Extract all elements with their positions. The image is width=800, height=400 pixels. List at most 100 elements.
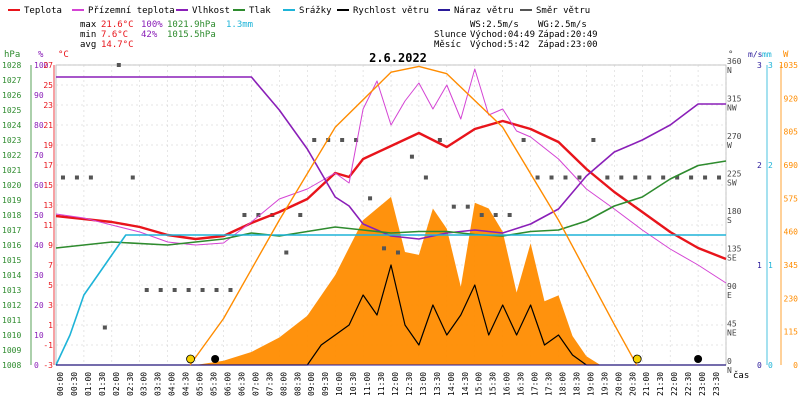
temperature-tick: 11 bbox=[43, 221, 53, 230]
pressure-tick: 1021 bbox=[2, 166, 21, 175]
temperature-tick: 27 bbox=[43, 61, 53, 70]
pressure-tick: 1028 bbox=[2, 61, 21, 70]
rain-tick: 0 bbox=[768, 361, 773, 370]
wind-direction-marker bbox=[647, 175, 652, 180]
direction-label: N bbox=[727, 366, 732, 375]
x-tick-label: 06:00 bbox=[223, 372, 232, 396]
x-tick-label: 13:30 bbox=[433, 372, 442, 396]
temperature-tick: 1 bbox=[48, 321, 53, 330]
pressure-tick: 1016 bbox=[2, 241, 21, 250]
x-tick-label: 17:00 bbox=[531, 372, 540, 396]
stat-max-press: 1021.9hPa bbox=[167, 20, 216, 30]
wind-direction-marker bbox=[703, 175, 708, 180]
pressure-tick: 1010 bbox=[2, 331, 21, 340]
legend-label: Srážky bbox=[299, 6, 332, 16]
wind-direction-marker bbox=[493, 213, 498, 217]
wind-direction-marker bbox=[675, 175, 680, 180]
rain-tick: 2 bbox=[768, 161, 773, 170]
x-tick-label: 15:00 bbox=[475, 372, 484, 396]
wind-tick: 1 bbox=[757, 261, 762, 270]
legend-label: Teplota bbox=[24, 6, 62, 16]
wind-direction-marker bbox=[298, 213, 303, 217]
legend-label: Přízemní teplota bbox=[88, 6, 175, 16]
humidity-tick: 40 bbox=[34, 241, 44, 250]
wind-direction-marker bbox=[577, 175, 582, 180]
direction-tick: 315 bbox=[727, 95, 742, 104]
wind-direction-marker bbox=[312, 138, 317, 142]
temperature-unit: °C bbox=[58, 50, 69, 60]
humidity-tick: 80 bbox=[34, 121, 44, 130]
direction-tick: 90 bbox=[727, 282, 737, 291]
series-press-line bbox=[55, 160, 727, 249]
solar-tick: 345 bbox=[784, 261, 799, 270]
wind-direction-marker bbox=[354, 138, 359, 142]
wind-tick: 3 bbox=[757, 61, 762, 70]
x-tick-label: 22:00 bbox=[670, 372, 679, 396]
x-tick-label: 02:30 bbox=[126, 372, 135, 396]
x-tick-label: 15:30 bbox=[489, 372, 498, 396]
wind-direction-marker bbox=[479, 213, 484, 217]
pressure-tick: 1008 bbox=[2, 361, 21, 370]
stat-min-label: min bbox=[80, 30, 96, 40]
solar-tick: 460 bbox=[784, 228, 799, 237]
series-solar-line bbox=[189, 65, 638, 366]
pressure-tick: 1019 bbox=[2, 196, 21, 205]
x-tick-label: 00:00 bbox=[56, 372, 65, 396]
x-tick-label: 16:30 bbox=[517, 372, 526, 396]
x-tick-label: 01:00 bbox=[84, 372, 93, 396]
solar-unit: W bbox=[783, 50, 789, 60]
humidity-tick: 70 bbox=[34, 151, 44, 160]
wind-direction-marker bbox=[717, 175, 722, 180]
wind-direction-marker bbox=[186, 288, 191, 292]
wind-direction-marker bbox=[563, 175, 568, 180]
x-tick-label: 09:30 bbox=[321, 372, 330, 396]
temperature-tick: 19 bbox=[43, 141, 53, 150]
x-tick-label: 10:30 bbox=[349, 372, 358, 396]
pressure-tick: 1015 bbox=[2, 256, 21, 265]
x-tick-label: 14:30 bbox=[461, 372, 470, 396]
humidity-tick: 10 bbox=[34, 331, 44, 340]
legend-label: Vlhkost bbox=[192, 6, 230, 16]
x-axis-unit: čas bbox=[733, 370, 749, 381]
wind-direction-marker bbox=[507, 213, 512, 217]
x-tick-label: 11:00 bbox=[363, 372, 372, 396]
wind-direction-marker bbox=[284, 250, 289, 255]
pressure-tick: 1027 bbox=[2, 76, 21, 85]
x-tick-label: 03:30 bbox=[154, 372, 163, 396]
solar-tick: 0 bbox=[793, 361, 798, 370]
humidity-tick: 100 bbox=[34, 61, 49, 70]
pressure-tick: 1009 bbox=[2, 346, 21, 355]
wind-direction-marker bbox=[619, 175, 624, 180]
solar-tick: 230 bbox=[784, 294, 799, 303]
wind-direction-marker bbox=[661, 175, 666, 180]
x-tick-label: 02:00 bbox=[112, 372, 121, 396]
temperature-tick: 3 bbox=[48, 301, 53, 310]
humidity-tick: 30 bbox=[34, 271, 44, 280]
x-tick-label: 19:00 bbox=[586, 372, 595, 396]
humidity-unit: % bbox=[38, 50, 44, 60]
wind-unit: m/s bbox=[748, 50, 763, 59]
wind-tick: 2 bbox=[757, 161, 762, 170]
wind-direction-marker bbox=[382, 246, 387, 251]
x-tick-label: 07:00 bbox=[251, 372, 260, 396]
x-tick-label: 19:30 bbox=[600, 372, 609, 396]
temperature-tick: 21 bbox=[43, 121, 53, 130]
humidity-tick: 60 bbox=[34, 181, 44, 190]
x-tick-label: 23:30 bbox=[712, 372, 721, 396]
x-tick-label: 06:30 bbox=[237, 372, 246, 396]
chart-title: 2.6.2022 bbox=[369, 51, 427, 65]
stat-max-label: max bbox=[80, 20, 97, 30]
pressure-tick: 1013 bbox=[2, 286, 21, 295]
stat-avg-label: avg bbox=[80, 40, 96, 50]
pressure-tick: 1024 bbox=[2, 121, 21, 130]
humidity-tick: 0 bbox=[34, 361, 39, 370]
legend: Teplota Přízemní teplota Vlhkost Tlak Srážky… bbox=[8, 6, 590, 16]
x-tick-label: 12:00 bbox=[391, 372, 400, 396]
pressure-tick: 1025 bbox=[2, 106, 21, 115]
humidity-tick: 90 bbox=[34, 91, 44, 100]
x-tick-label: 18:00 bbox=[558, 372, 567, 396]
series-rain-line bbox=[55, 234, 726, 366]
direction-label: N bbox=[727, 66, 732, 75]
wind-direction-marker bbox=[256, 213, 261, 217]
wind-direction-marker bbox=[144, 288, 149, 292]
